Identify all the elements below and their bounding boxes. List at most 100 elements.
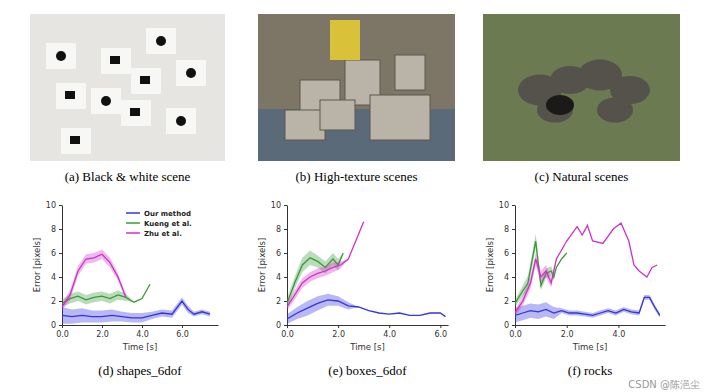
- x-tick: 6.0: [176, 325, 189, 339]
- y-tick: 6: [504, 249, 515, 258]
- x-tick: 2.0: [561, 325, 574, 339]
- chart: 0.02.04.06.00246810Our methodKueng et al…: [32, 201, 219, 378]
- paper-sheet: [166, 108, 196, 134]
- plot-area: [62, 249, 210, 323]
- y-tick-label: 10: [271, 201, 281, 210]
- legend-label: Kueng et al.: [144, 220, 192, 228]
- box: [370, 95, 430, 140]
- x-axis-title: Time [s]: [122, 342, 158, 352]
- shape: [101, 96, 111, 106]
- x-tick: 0.0: [509, 325, 522, 339]
- paper-sheet: [146, 28, 176, 54]
- y-tick-label: 2: [276, 297, 281, 306]
- y-tick-mark: [512, 325, 515, 326]
- figure: (a) Black & white scene(b) High-texture …: [0, 0, 704, 392]
- y-tick-mark: [512, 277, 515, 278]
- y-tick: 10: [46, 201, 62, 210]
- y-axis-title: Error [pixels]: [32, 238, 42, 293]
- photo-panel: [258, 14, 455, 161]
- y-tick-mark: [59, 325, 62, 326]
- error-band: [515, 223, 657, 317]
- y-tick: 4: [276, 273, 287, 282]
- y-tick-mark: [59, 205, 62, 206]
- error-band: [62, 249, 126, 310]
- series-line: [62, 284, 150, 303]
- y-axis: 0246810: [46, 201, 63, 330]
- y-tick-mark: [512, 205, 515, 206]
- legend: Our methodKueng et al.Zhu et al.: [126, 210, 192, 238]
- x-tick-mark: [567, 325, 568, 328]
- y-tick-mark: [512, 229, 515, 230]
- x-tick-label: 2.0: [561, 330, 574, 339]
- x-axis-title: Time [s]: [349, 342, 385, 352]
- series-line: [515, 223, 657, 313]
- x-axis-line: [63, 325, 219, 326]
- watermark: CSDN @陈浥尘: [628, 379, 700, 390]
- x-tick: 0.0: [281, 325, 294, 339]
- legend-label: Zhu et al.: [144, 230, 182, 238]
- y-axis-title: Error [pixels]: [257, 238, 267, 293]
- panel-caption: (b) High-texture scenes: [295, 169, 417, 184]
- series-line: [287, 222, 364, 307]
- legend-swatch: [126, 212, 140, 214]
- y-tick-mark: [284, 277, 287, 278]
- y-tick-mark: [284, 229, 287, 230]
- shape: [186, 68, 196, 78]
- x-tick-mark: [182, 325, 183, 328]
- x-axis-line: [288, 325, 449, 326]
- y-tick-mark: [284, 301, 287, 302]
- error-band: [287, 294, 445, 324]
- crate: [330, 20, 360, 60]
- shape: [156, 36, 166, 46]
- y-tick: 4: [51, 273, 62, 282]
- y-tick-label: 0: [276, 321, 281, 330]
- x-tick-label: 4.0: [136, 330, 149, 339]
- box: [320, 100, 355, 130]
- y-tick-mark: [512, 301, 515, 302]
- x-tick: 6.0: [434, 325, 447, 339]
- y-tick: 0: [504, 321, 515, 330]
- shape: [140, 76, 150, 84]
- chart-caption: (d) shapes_6dof: [98, 363, 182, 378]
- y-tick-label: 2: [51, 297, 56, 306]
- x-tick-label: 0.0: [56, 330, 69, 339]
- error-band: [62, 284, 150, 307]
- x-tick: 4.0: [383, 325, 396, 339]
- series-line: [515, 297, 660, 315]
- shape: [70, 136, 80, 144]
- shape: [130, 108, 140, 116]
- y-tick: 8: [504, 225, 515, 234]
- y-axis: 0246810: [499, 201, 516, 330]
- y-axis: 0246810: [271, 201, 288, 330]
- y-tick: 6: [276, 249, 287, 258]
- y-tick-label: 6: [504, 249, 509, 258]
- error-band: [515, 295, 660, 323]
- error-band: [287, 222, 364, 311]
- legend-swatch: [126, 222, 140, 224]
- x-tick: 2.0: [332, 325, 345, 339]
- y-tick-label: 10: [499, 201, 509, 210]
- shape: [65, 91, 75, 99]
- y-tick-label: 6: [276, 249, 281, 258]
- paper-sheet: [61, 128, 91, 154]
- x-tick-label: 2.0: [332, 330, 345, 339]
- y-tick-label: 4: [504, 273, 509, 282]
- y-axis-title: Error [pixels]: [485, 238, 495, 293]
- x-tick-mark: [618, 325, 619, 328]
- chart-caption: (f) rocks: [568, 363, 612, 378]
- shape: [56, 51, 66, 61]
- paper-sheet: [131, 68, 161, 94]
- paper-sheet: [176, 60, 206, 86]
- y-tick-label: 0: [51, 321, 56, 330]
- x-tick: 4.0: [136, 325, 149, 339]
- y-tick-label: 8: [504, 225, 509, 234]
- x-tick-mark: [102, 325, 103, 328]
- y-tick: 10: [499, 201, 515, 210]
- y-tick-mark: [59, 253, 62, 254]
- paper-sheet: [121, 100, 151, 126]
- chart-caption: (e) boxes_6dof: [328, 363, 407, 378]
- plot-area: [515, 223, 660, 323]
- y-tick-mark: [284, 253, 287, 254]
- series-line: [62, 254, 126, 307]
- y-tick-mark: [59, 301, 62, 302]
